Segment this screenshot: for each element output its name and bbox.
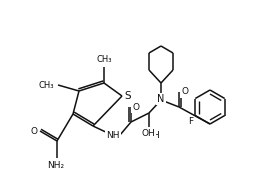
Text: F: F [188,117,193,126]
Text: O: O [182,87,188,96]
Text: NH₂: NH₂ [47,160,64,170]
Text: N: N [157,94,165,104]
Text: O: O [30,126,37,135]
Text: OH: OH [146,131,160,139]
Text: CH₃: CH₃ [38,81,54,89]
Text: O: O [133,102,139,112]
Text: S: S [125,91,131,101]
Text: OH: OH [141,128,155,138]
Text: NH: NH [106,131,120,139]
Text: CH₃: CH₃ [96,55,112,64]
